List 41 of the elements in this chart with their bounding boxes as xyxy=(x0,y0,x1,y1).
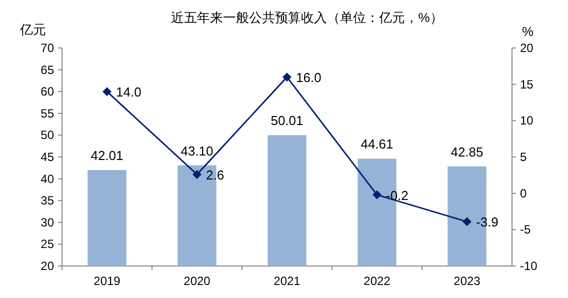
y2-tick-label: 0 xyxy=(520,186,527,200)
point xyxy=(102,87,112,96)
data-label: 44.61 xyxy=(360,136,394,152)
y2-tick-label: -5 xyxy=(520,222,531,237)
data-label: 14.0 xyxy=(116,84,142,100)
y2-tick-label: 15 xyxy=(520,77,534,92)
y-tick-label: 50 xyxy=(40,128,54,142)
y2-tick-label: -10 xyxy=(520,259,538,273)
x-tick-label: 2020 xyxy=(184,274,211,288)
data-label: -0.2 xyxy=(386,188,408,203)
y-tick-label: 60 xyxy=(40,84,54,99)
y2-tick-label: 5 xyxy=(520,150,527,164)
y-tick-label: 65 xyxy=(40,62,54,77)
y2-axis-title: % xyxy=(522,24,534,39)
y-tick-label: 30 xyxy=(40,215,54,230)
y-tick-label: 25 xyxy=(40,237,54,252)
y-axis-title: 亿元 xyxy=(19,22,46,37)
data-label: -3.9 xyxy=(476,214,498,230)
y-tick-label: 45 xyxy=(40,150,54,164)
x-tick-label: 2022 xyxy=(364,274,391,288)
point xyxy=(462,217,472,226)
y2-tick-label: 20 xyxy=(520,41,534,55)
data-label: 42.85 xyxy=(450,144,484,160)
x-tick-label: 2021 xyxy=(274,274,301,288)
y-tick-label: 20 xyxy=(40,259,54,273)
y2-tick-label: 10 xyxy=(520,114,534,128)
data-label: 43.10 xyxy=(180,143,214,158)
y-tick-label: 55 xyxy=(40,106,54,120)
data-label: 2.6 xyxy=(206,167,224,182)
data-label: 16.0 xyxy=(296,70,322,86)
data-label: 50.01 xyxy=(270,113,304,128)
point xyxy=(192,170,202,179)
chart-title: 近五年来一般公共预算收入（单位：亿元，%） xyxy=(171,10,443,25)
x-tick-label: 2019 xyxy=(94,274,121,288)
data-label: 42.01 xyxy=(90,148,124,164)
x-tick-label: 2023 xyxy=(454,274,481,288)
point xyxy=(282,72,292,82)
y-tick-label: 35 xyxy=(40,194,54,208)
point xyxy=(372,190,382,200)
y-tick-label: 70 xyxy=(40,41,54,55)
y-tick-label: 40 xyxy=(40,172,54,186)
